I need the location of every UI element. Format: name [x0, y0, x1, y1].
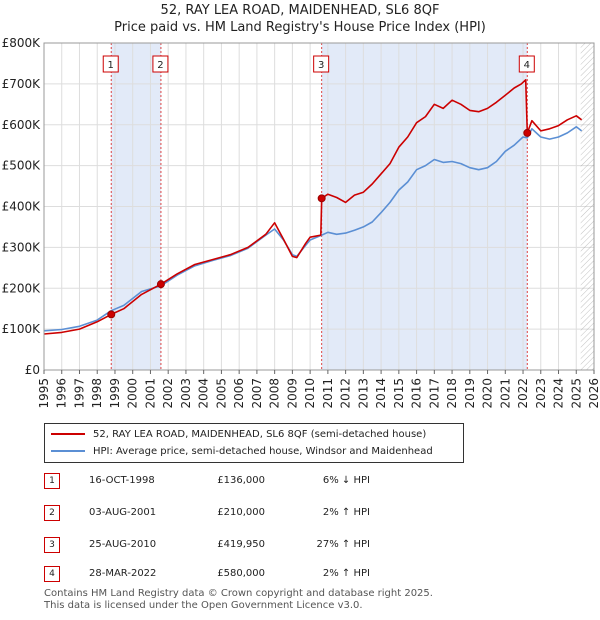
sale-label-number: 4 — [524, 60, 530, 71]
x-tick-label: 2009 — [285, 378, 299, 409]
sale-point-marker — [523, 128, 532, 137]
transaction-price: £580,000 — [217, 568, 265, 579]
hpi-series-line — [43, 126, 583, 332]
transaction-hpi-delta: 2% ↑ HPI — [322, 507, 370, 518]
x-tick-label: 2016 — [410, 378, 424, 409]
transaction-price: £136,000 — [217, 475, 265, 486]
sale-point-marker — [156, 280, 165, 289]
x-tick-label: 2004 — [197, 378, 211, 409]
legend-label-property: 52, RAY LEA ROAD, MAIDENHEAD, SL6 8QF (s… — [93, 429, 427, 440]
transaction-number-badge: 3 — [44, 537, 60, 553]
footer-notice: Contains HM Land Registry data © Crown c… — [44, 588, 584, 612]
y-tick-label: £100K — [2, 322, 42, 336]
licence-text: This data is licensed under the Open Gov… — [44, 600, 363, 611]
chart-title: 52, RAY LEA ROAD, MAIDENHEAD, SL6 8QF — [160, 3, 440, 18]
x-tick-label: 2018 — [445, 378, 459, 409]
y-tick-label: £300K — [2, 240, 42, 254]
forecast-hatch-region — [580, 43, 594, 370]
y-tick-label: £700K — [2, 77, 42, 91]
transaction-hpi-delta: 27% ↑ HPI — [316, 539, 370, 550]
transaction-hpi-delta: 2% ↑ HPI — [322, 568, 370, 579]
x-tick-label: 1995 — [37, 378, 51, 409]
table-row: 3 25-AUG-2010 £419,950 27% ↑ HPI — [0, 535, 600, 555]
transaction-price: £419,950 — [217, 539, 265, 550]
transaction-price: £210,000 — [217, 507, 265, 518]
x-tick-label: 2003 — [179, 378, 193, 409]
copyright-text: Contains HM Land Registry data © Crown c… — [44, 588, 433, 599]
y-tick-label: £200K — [2, 281, 42, 295]
y-tick-label: £400K — [2, 200, 42, 214]
x-tick-label: 2014 — [374, 378, 388, 409]
legend-label-hpi: HPI: Average price, semi-detached house,… — [93, 446, 433, 457]
x-tick-label: 1998 — [90, 378, 104, 409]
legend-swatch-property — [51, 433, 85, 435]
x-tick-label: 1999 — [108, 378, 122, 409]
x-tick-label: 1997 — [72, 378, 86, 409]
legend-item-property: 52, RAY LEA ROAD, MAIDENHEAD, SL6 8QF (s… — [51, 428, 426, 442]
x-tick-label: 2013 — [356, 378, 370, 409]
sale-label-number: 3 — [318, 60, 324, 71]
x-tick-label: 1996 — [55, 378, 69, 409]
x-tick-label: 2019 — [463, 378, 477, 409]
x-tick-label: 2002 — [161, 378, 175, 409]
plot-frame — [43, 42, 595, 371]
x-tick-label: 2024 — [552, 378, 566, 409]
table-row: 4 28-MAR-2022 £580,000 2% ↑ HPI — [0, 564, 600, 584]
table-row: 2 03-AUG-2001 £210,000 2% ↑ HPI — [0, 503, 600, 523]
legend: 52, RAY LEA ROAD, MAIDENHEAD, SL6 8QF (s… — [44, 423, 464, 463]
sale-label-box — [518, 55, 535, 73]
legend-item-hpi: HPI: Average price, semi-detached house,… — [51, 445, 433, 459]
sale-label-box — [102, 55, 119, 73]
x-tick-label: 2011 — [321, 378, 335, 409]
sale-label-number: 2 — [157, 60, 163, 71]
sale-label-number: 1 — [108, 60, 114, 71]
sale-label-box — [152, 55, 169, 73]
y-tick-label: £500K — [2, 159, 42, 173]
x-tick-label: 2025 — [569, 378, 583, 409]
x-tick-label: 2000 — [126, 378, 140, 409]
transaction-date: 16-OCT-1998 — [89, 475, 155, 486]
y-tick-label: £600K — [2, 118, 42, 132]
x-tick-label: 2012 — [339, 378, 353, 409]
x-tick-label: 2022 — [516, 378, 530, 409]
x-tick-label: 2023 — [534, 378, 548, 409]
x-tick-label: 2010 — [303, 378, 317, 409]
transaction-number-badge: 2 — [44, 505, 60, 521]
transaction-hpi-delta: 6% ↓ HPI — [322, 475, 370, 486]
x-tick-label: 2005 — [214, 378, 228, 409]
y-tick-label: £0 — [25, 363, 40, 377]
property-series-line — [43, 79, 583, 335]
x-tick-label: 2015 — [392, 378, 406, 409]
x-tick-label: 2021 — [498, 378, 512, 409]
legend-swatch-hpi — [51, 450, 85, 452]
x-tick-label: 2020 — [481, 378, 495, 409]
transaction-date: 28-MAR-2022 — [89, 568, 157, 579]
transaction-date: 03-AUG-2001 — [89, 507, 157, 518]
sale-point-marker — [317, 194, 326, 203]
transaction-number-badge: 1 — [44, 473, 60, 489]
x-tick-label: 2001 — [143, 378, 157, 409]
transaction-number-badge: 4 — [44, 566, 60, 582]
x-tick-label: 2006 — [232, 378, 246, 409]
transaction-date: 25-AUG-2010 — [89, 539, 157, 550]
sale-point-marker — [107, 310, 116, 319]
x-tick-label: 2008 — [268, 378, 282, 409]
x-tick-label: 2017 — [427, 378, 441, 409]
table-row: 1 16-OCT-1998 £136,000 6% ↓ HPI — [0, 471, 600, 491]
sale-label-box — [313, 55, 330, 73]
x-tick-label: 2026 — [587, 378, 600, 409]
x-tick-label: 2007 — [250, 378, 264, 409]
price-chart: 1 2 3 4 £0 £100K £200K £300K £400K £500K £600K £70… — [2, 36, 600, 409]
chart-subtitle: Price paid vs. HM Land Registry's House … — [114, 20, 486, 35]
y-tick-label: £800K — [2, 36, 42, 50]
